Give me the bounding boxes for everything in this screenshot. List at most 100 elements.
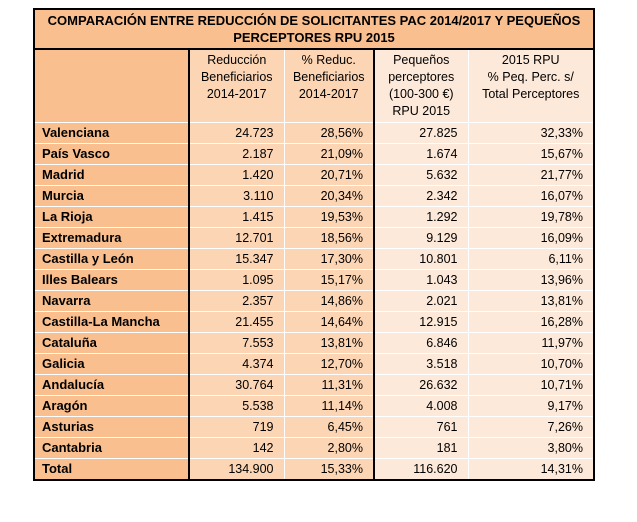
- pct-reduction-value-cell: 15,17%: [283, 268, 375, 291]
- table-row: Asturias 719 6,45% 761 7,26%: [35, 415, 593, 438]
- pct-reduction-value-cell: 6,45%: [283, 415, 375, 438]
- reduction-value-cell: 12.701: [188, 226, 285, 249]
- pct-reduction-value-cell: 11,14%: [283, 394, 375, 417]
- header-row: Reducción Beneficiarios 2014-2017 % Redu…: [35, 50, 593, 123]
- pct-reduction-value-cell: 14,86%: [283, 289, 375, 312]
- small-recipients-value-cell: 10.801: [373, 247, 469, 270]
- pct-reduction-value-cell: 20,71%: [283, 163, 375, 186]
- reduction-value-cell: 7.553: [188, 331, 285, 354]
- reduction-value-cell: 5.538: [188, 394, 285, 417]
- reduction-value-cell: 1.415: [188, 205, 285, 228]
- small-recipients-value-cell: 4.008: [373, 394, 469, 417]
- reduction-value-cell: 719: [188, 415, 285, 438]
- pct-reduction-value-cell: 17,30%: [283, 247, 375, 270]
- region-cell: Illes Balears: [35, 268, 190, 291]
- small-recipients-value-cell: 1.043: [373, 268, 469, 291]
- region-cell: Castilla-La Mancha: [35, 310, 190, 333]
- small-recipients-value-cell: 1.674: [373, 142, 469, 165]
- small-recipients-value-cell: 26.632: [373, 373, 469, 396]
- pct-small-recipients-value-cell: 15,67%: [467, 142, 593, 165]
- pct-reduction-value-cell: 15,33%: [283, 457, 375, 479]
- reduction-value-cell: 24.723: [188, 121, 285, 144]
- table-body: Valenciana 24.723 28,56% 27.825 32,33% P…: [35, 121, 593, 479]
- region-cell: Madrid: [35, 163, 190, 186]
- table-row: Illes Balears 1.095 15,17% 1.043 13,96%: [35, 268, 593, 291]
- table-row: Castilla-La Mancha 21.455 14,64% 12.915 …: [35, 310, 593, 333]
- small-recipients-value-cell: 761: [373, 415, 469, 438]
- pct-reduction-value-cell: 21,09%: [283, 142, 375, 165]
- table-row: País Vasco 2.187 21,09% 1.674 15,67%: [35, 142, 593, 165]
- pct-small-recipients-value-cell: 13,96%: [467, 268, 593, 291]
- reduction-value-cell: 30.764: [188, 373, 285, 396]
- pct-reduction-value-cell: 13,81%: [283, 331, 375, 354]
- region-cell: País Vasco: [35, 142, 190, 165]
- table-row: Galicia 4.374 12,70% 3.518 10,70%: [35, 352, 593, 375]
- pct-small-recipients-value-cell: 11,97%: [467, 331, 593, 354]
- small-recipients-value-cell: 2.342: [373, 184, 469, 207]
- table-title: COMPARACIÓN ENTRE REDUCCIÓN DE SOLICITAN…: [35, 10, 593, 50]
- region-cell: Andalucía: [35, 373, 190, 396]
- pct-reduction-value-cell: 20,34%: [283, 184, 375, 207]
- table-row: Aragón 5.538 11,14% 4.008 9,17%: [35, 394, 593, 417]
- small-recipients-value-cell: 181: [373, 436, 469, 459]
- pct-small-recipients-value-cell: 16,28%: [467, 310, 593, 333]
- pct-small-recipients-value-cell: 16,09%: [467, 226, 593, 249]
- reduction-value-cell: 4.374: [188, 352, 285, 375]
- table-row: Navarra 2.357 14,86% 2.021 13,81%: [35, 289, 593, 312]
- region-cell: Cataluña: [35, 331, 190, 354]
- column-header-regions: [35, 50, 190, 123]
- pct-small-recipients-value-cell: 13,81%: [467, 289, 593, 312]
- table-row: Andalucía 30.764 11,31% 26.632 10,71%: [35, 373, 593, 396]
- table-row: Cataluña 7.553 13,81% 6.846 11,97%: [35, 331, 593, 354]
- pct-small-recipients-value-cell: 10,71%: [467, 373, 593, 396]
- table-row: Madrid 1.420 20,71% 5.632 21,77%: [35, 163, 593, 186]
- pct-reduction-value-cell: 28,56%: [283, 121, 375, 144]
- column-header-small-recipients: Pequeños perceptores (100-300 €) RPU 201…: [373, 50, 469, 123]
- pct-reduction-value-cell: 2,80%: [283, 436, 375, 459]
- table-row: Valenciana 24.723 28,56% 27.825 32,33%: [35, 121, 593, 144]
- small-recipients-value-cell: 2.021: [373, 289, 469, 312]
- reduction-value-cell: 3.110: [188, 184, 285, 207]
- table-row: Extremadura 12.701 18,56% 9.129 16,09%: [35, 226, 593, 249]
- pct-reduction-value-cell: 12,70%: [283, 352, 375, 375]
- region-cell: Castilla y León: [35, 247, 190, 270]
- small-recipients-value-cell: 116.620: [373, 457, 469, 479]
- pct-small-recipients-value-cell: 14,31%: [467, 457, 593, 479]
- table-row: Total 134.900 15,33% 116.620 14,31%: [35, 457, 593, 479]
- table-row: Murcia 3.110 20,34% 2.342 16,07%: [35, 184, 593, 207]
- small-recipients-value-cell: 9.129: [373, 226, 469, 249]
- reduction-value-cell: 2.357: [188, 289, 285, 312]
- reduction-value-cell: 21.455: [188, 310, 285, 333]
- region-cell: Aragón: [35, 394, 190, 417]
- small-recipients-value-cell: 6.846: [373, 331, 469, 354]
- pct-small-recipients-value-cell: 10,70%: [467, 352, 593, 375]
- region-cell: Total: [35, 457, 190, 479]
- reduction-value-cell: 134.900: [188, 457, 285, 479]
- region-cell: Extremadura: [35, 226, 190, 249]
- column-header-reduction-beneficiaries: Reducción Beneficiarios 2014-2017: [188, 50, 285, 123]
- region-cell: Cantabria: [35, 436, 190, 459]
- small-recipients-value-cell: 5.632: [373, 163, 469, 186]
- pct-small-recipients-value-cell: 19,78%: [467, 205, 593, 228]
- pct-small-recipients-value-cell: 21,77%: [467, 163, 593, 186]
- data-table: Reducción Beneficiarios 2014-2017 % Redu…: [35, 50, 593, 479]
- small-recipients-value-cell: 3.518: [373, 352, 469, 375]
- pct-small-recipients-value-cell: 7,26%: [467, 415, 593, 438]
- table-row: Cantabria 142 2,80% 181 3,80%: [35, 436, 593, 459]
- small-recipients-value-cell: 27.825: [373, 121, 469, 144]
- pct-small-recipients-value-cell: 6,11%: [467, 247, 593, 270]
- pct-small-recipients-value-cell: 16,07%: [467, 184, 593, 207]
- pct-reduction-value-cell: 14,64%: [283, 310, 375, 333]
- pct-reduction-value-cell: 11,31%: [283, 373, 375, 396]
- reduction-value-cell: 15.347: [188, 247, 285, 270]
- table-row: Castilla y León 15.347 17,30% 10.801 6,1…: [35, 247, 593, 270]
- table-header: Reducción Beneficiarios 2014-2017 % Redu…: [35, 50, 593, 123]
- region-cell: Navarra: [35, 289, 190, 312]
- region-cell: La Rioja: [35, 205, 190, 228]
- reduction-value-cell: 1.420: [188, 163, 285, 186]
- column-header-pct-small-recipients: 2015 RPU % Peq. Perc. s/ Total Perceptor…: [467, 50, 593, 123]
- table-row: La Rioja 1.415 19,53% 1.292 19,78%: [35, 205, 593, 228]
- region-cell: Murcia: [35, 184, 190, 207]
- pct-small-recipients-value-cell: 3,80%: [467, 436, 593, 459]
- pct-small-recipients-value-cell: 32,33%: [467, 121, 593, 144]
